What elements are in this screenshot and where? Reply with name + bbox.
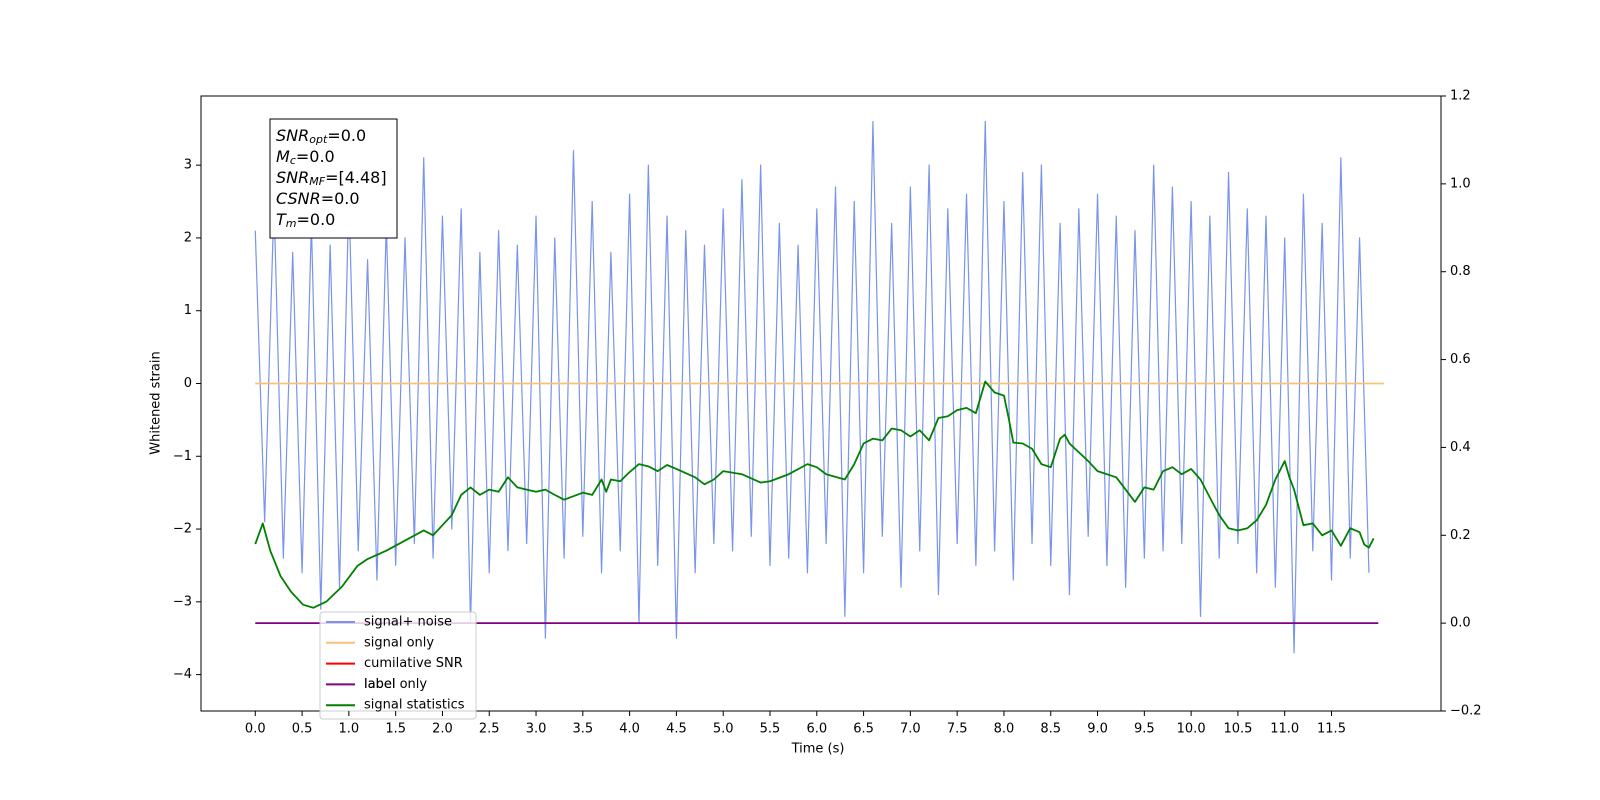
y2-tick-label: 0.2 (1450, 528, 1471, 543)
annotation-symbol: M (276, 147, 290, 166)
legend-label: signal+ noise (364, 615, 452, 630)
x-tick-label: 0.0 (245, 722, 266, 737)
x-tick-label: 9.5 (1134, 722, 1155, 737)
annotation-line: SNRMF=[4.48] (276, 168, 387, 189)
x-tick-label: 6.0 (806, 722, 827, 737)
annotation-symbol: T (276, 210, 287, 229)
x-tick-label: 4.0 (619, 722, 640, 737)
x-tick-label: 1.0 (339, 722, 360, 737)
series-line (254, 120, 1370, 654)
legend: signal+ noise signal only cumilative SNR la… (319, 611, 477, 720)
x-tick-label: 5.5 (760, 722, 781, 737)
y2-tick-label: 0.0 (1450, 616, 1471, 631)
annotation-value: =0.0 (296, 147, 335, 166)
annotation-subscript: MF (309, 175, 325, 188)
annotation-frame (269, 118, 398, 239)
annotation-line: SNRopt=0.0 (276, 126, 366, 147)
x-tick-label: 10.5 (1223, 722, 1252, 737)
y-tick-label: 3 (184, 158, 192, 173)
x-axis-label: Time (s) (791, 742, 845, 757)
x-tick-label: 7.0 (900, 722, 921, 737)
y-tick-label: 0 (184, 376, 192, 391)
x-tick-label: 1.5 (385, 722, 406, 737)
y2-tick-label: 0.4 (1450, 440, 1471, 455)
y-tick-label: −4 (173, 667, 192, 682)
annotation-subscript: opt (309, 133, 328, 146)
y2-tick-label: 0.8 (1450, 264, 1471, 279)
y-axis-label: Whitened strain (149, 351, 164, 454)
annotation-symbol: CSNR (276, 189, 321, 208)
x-tick-label: 2.5 (479, 722, 500, 737)
x-tick-label: 11.5 (1317, 722, 1346, 737)
x-tick-label: 11.0 (1270, 722, 1299, 737)
annotation-value: =0.0 (321, 189, 360, 208)
x-tick-label: 8.0 (994, 722, 1015, 737)
x-tick-label: 3.5 (572, 722, 593, 737)
annotation-subscript: c (290, 154, 296, 167)
x-tick-label: 2.0 (432, 722, 453, 737)
axes-frame (200, 95, 1442, 712)
annotation-line: Tm=0.0 (276, 210, 335, 231)
annotation-line: CSNR=0.0 (276, 189, 360, 208)
y-tick-label: −1 (173, 449, 192, 464)
legend-label: signal statistics (364, 698, 465, 713)
x-tick-label: 4.5 (666, 722, 687, 737)
legend-label: label (364, 677, 395, 692)
x-tick-label: 8.5 (1040, 722, 1061, 737)
x-tick-label: 9.0 (1087, 722, 1108, 737)
y2-tick-label: 0.6 (1450, 352, 1471, 367)
legend-label: signal only (364, 635, 434, 650)
x-tick-label: 0.5 (292, 722, 313, 737)
x-tick-label: 10.0 (1177, 722, 1206, 737)
annotation-line: Mc=0.0 (276, 147, 335, 168)
x-tick-label: 6.5 (853, 722, 874, 737)
y-tick-label: 2 (184, 230, 192, 245)
y-tick-label: 1 (184, 303, 192, 318)
legend-frame (319, 611, 477, 720)
y2-tick-label: 1.2 (1450, 89, 1471, 104)
annotation-value: =0.0 (297, 210, 336, 229)
annotation-symbol: SNR (276, 126, 309, 145)
annotation-subscript: m (286, 217, 297, 230)
series-line (254, 380, 1375, 609)
legend-label: cumilative SNR (364, 656, 463, 671)
annotation-symbol: SNR (276, 168, 309, 187)
y2-tick-label: −0.2 (1450, 704, 1482, 719)
y-tick-label: −2 (173, 522, 192, 537)
annotation-value: =0.0 (327, 126, 366, 145)
y-tick-label: −3 (173, 594, 192, 609)
y2-tick-label: 1.0 (1450, 176, 1471, 191)
legend-label: label only (364, 677, 427, 692)
x-tick-label: 5.0 (713, 722, 734, 737)
annotation-value: =[4.48] (325, 168, 387, 187)
annotation-box: SNRopt=0.0Mc=0.0SNRMF=[4.48]CSNR=0.0Tm=0… (269, 118, 398, 239)
x-tick-label: 3.0 (526, 722, 547, 737)
x-tick-label: 7.5 (947, 722, 968, 737)
